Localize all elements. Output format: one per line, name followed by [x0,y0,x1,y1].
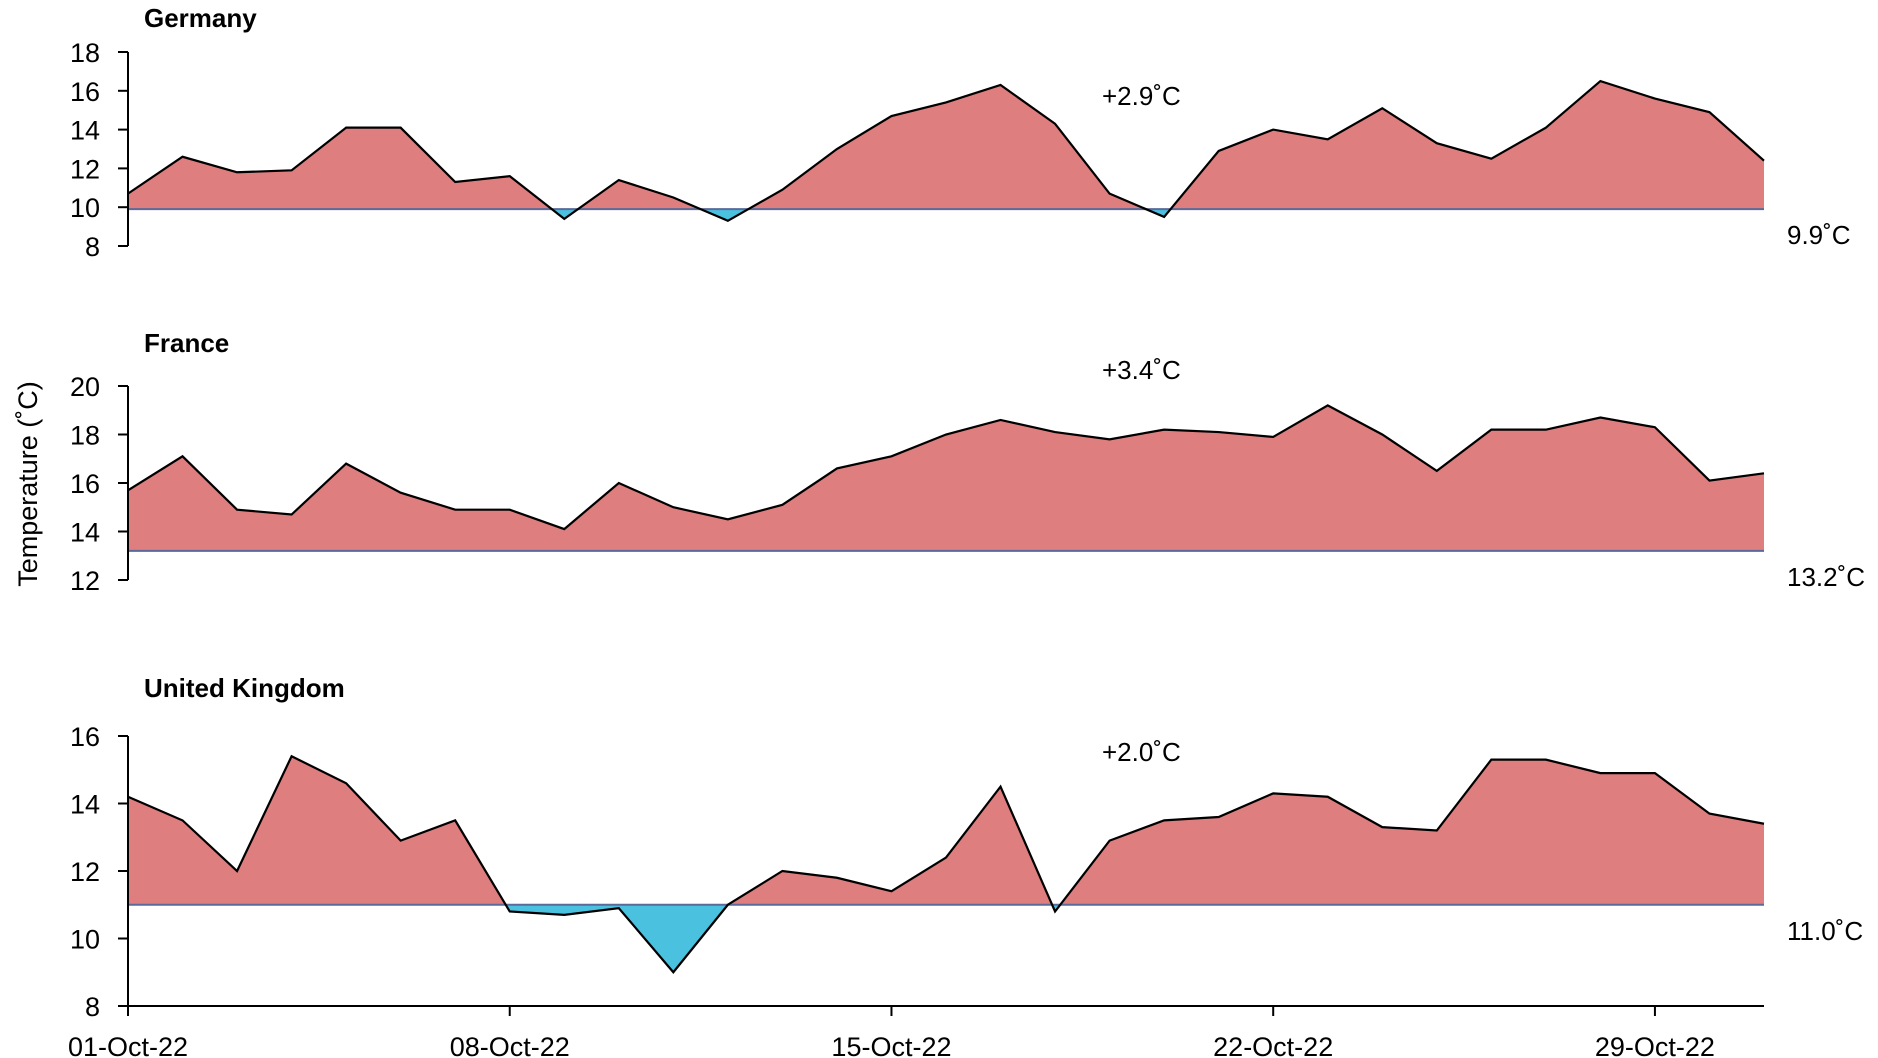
area-above-baseline [128,405,1764,551]
y-tick-label: 14 [70,518,100,548]
y-tick-label: 10 [70,925,100,955]
y-tick-label: 16 [70,469,100,499]
y-tick-label: 14 [70,116,100,146]
x-tick-label: 29-Oct-22 [1595,1032,1715,1058]
area-below-baseline [128,904,1764,973]
x-tick-label: 01-Oct-22 [68,1032,188,1058]
x-tick-label: 22-Oct-22 [1213,1032,1333,1058]
y-tick-label: 18 [70,38,100,68]
anomaly-label: +3.4˚C [1102,355,1181,385]
y-tick-label: 18 [70,421,100,451]
y-tick-label: 8 [85,992,100,1022]
panel-title: Germany [144,3,257,33]
y-axis-title: Temperature (˚C) [13,381,43,587]
baseline-label: 13.2˚C [1787,562,1865,592]
series-line [127,404,1765,531]
y-tick-label: 12 [70,566,100,596]
baseline-label: 11.0˚C [1787,916,1863,946]
panel-title: United Kingdom [144,673,345,703]
panel-united-kingdom: 8 10 12 14 16 United Kingdom +2.0˚C 11.0˚C [70,673,1863,1022]
y-tick-label: 16 [70,722,100,752]
y-tick-label: 8 [85,232,100,262]
y-tick-label: 12 [70,154,100,184]
y-tick-label: 12 [70,857,100,887]
x-tick-label: 08-Oct-22 [450,1032,570,1058]
panel-germany: 8 10 12 14 16 18 Germany +2.9˚C 9.9˚C [70,3,1851,262]
anomaly-label: +2.9˚C [1102,81,1181,111]
anomaly-label: +2.0˚C [1102,737,1181,767]
series-line [127,79,1765,223]
y-tick-label: 10 [70,193,100,223]
series-line [127,754,1765,974]
area-below-baseline [128,209,1764,221]
panel-title: France [144,328,229,358]
y-tick-label: 20 [70,372,100,402]
area-above-baseline [128,756,1764,905]
panel-france: 12 14 16 18 20 France +3.4˚C 13.2˚C [70,328,1865,596]
y-tick-label: 16 [70,77,100,107]
y-tick-label: 14 [70,790,100,820]
area-above-baseline [128,81,1764,210]
x-tick-label: 15-Oct-22 [831,1032,951,1058]
baseline-label: 9.9˚C [1787,220,1851,250]
